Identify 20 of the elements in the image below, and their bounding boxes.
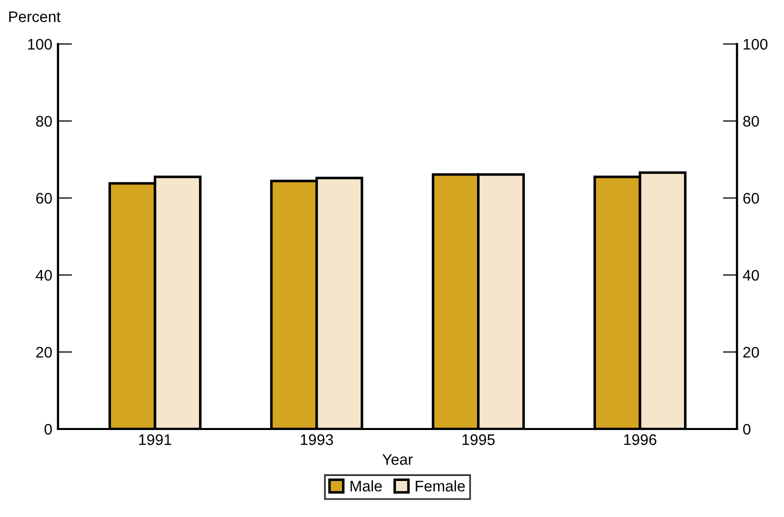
legend-label: Female xyxy=(416,480,465,492)
x-tick-label: 1991 xyxy=(139,434,172,446)
y-tick-label: 100 xyxy=(28,38,52,50)
y-tick-label: 40 xyxy=(36,270,52,281)
y2-tick-label: 60 xyxy=(743,192,759,204)
y-tick-label: 0 xyxy=(44,424,52,435)
y-tick-label: 80 xyxy=(36,116,52,127)
y2-tick-label: 40 xyxy=(742,270,759,281)
y2-tick-label: 80 xyxy=(743,116,759,127)
x-tick-label: 1996 xyxy=(624,434,656,446)
y-tick-label: 20 xyxy=(36,346,52,358)
y2-tick-label: 100 xyxy=(744,38,768,50)
y2-tick-label: 0 xyxy=(743,424,750,435)
legend-label: Male xyxy=(350,480,382,492)
y-tick-label: 60 xyxy=(36,192,52,204)
x-tick-label: 1993 xyxy=(300,434,333,446)
y2-tick-label: 20 xyxy=(743,346,759,358)
x-tick-label: 1995 xyxy=(462,434,495,446)
x-axis-title: Year xyxy=(382,454,413,465)
y-axis-title: Percent xyxy=(9,11,61,22)
